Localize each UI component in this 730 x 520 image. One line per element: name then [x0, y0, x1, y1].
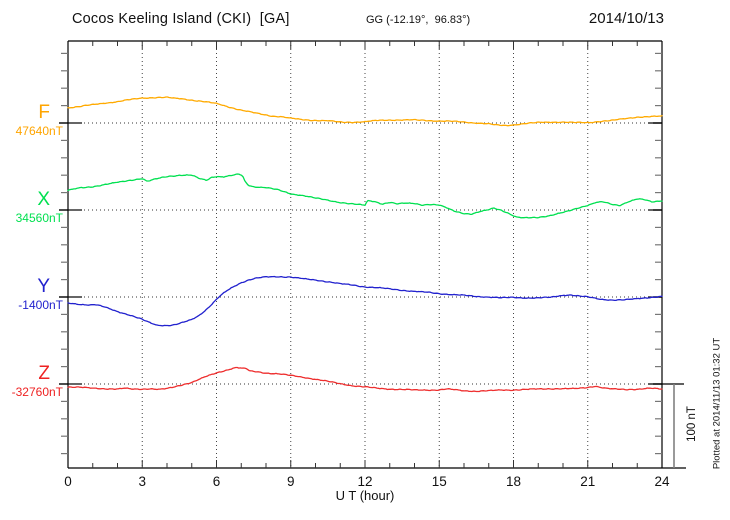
channel-letter-Y: Y	[37, 276, 50, 297]
x-tick-label: 21	[580, 474, 595, 489]
series-curve-Y	[67, 275, 663, 327]
channel-baseline-value-F: 47640nT	[15, 124, 63, 138]
x-tick-label: 3	[138, 474, 146, 489]
x-tick-label: 6	[213, 474, 221, 489]
channel-label-F: F 47640nT	[0, 103, 63, 137]
scale-bar-label: 100 nT	[686, 406, 698, 442]
station-title: Cocos Keeling Island (CKI) [GA]	[72, 11, 290, 27]
channel-label-Y: Y -1400nT	[0, 277, 63, 311]
geographic-coords: GG (-12.19°, 96.83°)	[366, 14, 471, 26]
x-tick-label: 0	[64, 474, 72, 489]
channel-baseline-value-Y: -1400nT	[18, 298, 63, 312]
channel-letter-Z: Z	[38, 363, 50, 384]
plot-date: 2014/10/13	[588, 10, 664, 27]
series-curve-X	[67, 173, 663, 219]
series-curve-Z	[67, 366, 663, 393]
x-tick-label: 18	[506, 474, 521, 489]
x-tick-label: 9	[287, 474, 295, 489]
x-tick-label: 15	[432, 474, 447, 489]
channel-baseline-value-Z: -32760nT	[11, 385, 63, 399]
series-curve-F	[67, 96, 663, 127]
plotted-at-note: Plotted at 2014/11/13 01:32 UT	[711, 337, 723, 470]
channel-letter-X: X	[37, 189, 50, 210]
x-axis-title: U T (hour)	[335, 488, 395, 503]
channel-letter-F: F	[38, 102, 50, 123]
x-tick-label: 12	[357, 474, 372, 489]
channel-label-Z: Z -32760nT	[0, 364, 63, 398]
channel-label-X: X 34560nT	[0, 190, 63, 224]
channel-baseline-value-X: 34560nT	[15, 211, 63, 225]
x-tick-label: 24	[654, 474, 670, 489]
